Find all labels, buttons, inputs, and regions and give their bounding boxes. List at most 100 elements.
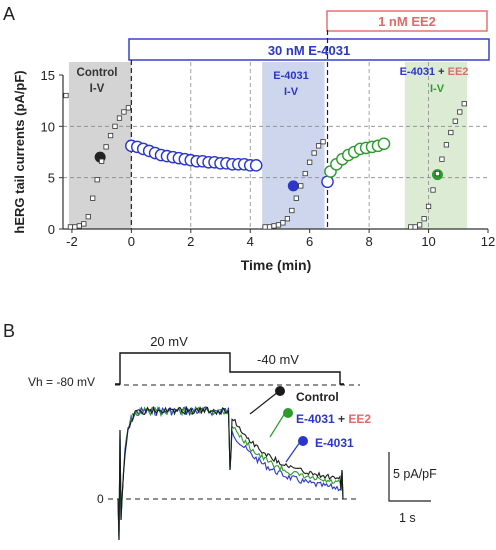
x-axis-title: Time (min) <box>241 257 312 273</box>
iv-point <box>315 143 322 149</box>
iv-point <box>298 183 304 189</box>
iv-point <box>430 187 436 193</box>
legend-combo-ee2: EE2 <box>348 412 371 426</box>
legend-e4031-marker <box>298 436 308 446</box>
x-tick-label: 12 <box>481 234 495 249</box>
iv-point <box>412 224 418 230</box>
iv-point <box>67 224 74 230</box>
e4031-region-iv: I-V <box>284 86 299 98</box>
legend-combo-marker <box>283 408 293 418</box>
control-region-iv: I-V <box>90 83 105 95</box>
trace-control <box>117 405 344 541</box>
iv-point <box>448 129 454 136</box>
e4031-shade <box>262 62 325 229</box>
iv-point <box>81 221 87 227</box>
iv-point <box>280 220 286 226</box>
scale-bar-x-label: 1 s <box>399 511 416 525</box>
iv-point <box>421 216 427 222</box>
iv-point <box>121 109 127 115</box>
y-tick-label: 0 <box>48 222 55 237</box>
iv-point <box>320 139 326 145</box>
panel-b-label: B <box>3 321 15 341</box>
holding-potential-label: Vh = -80 mV <box>28 375 95 389</box>
ee2-bar <box>326 10 488 32</box>
protocol-step1-label: 20 mV <box>150 334 188 349</box>
iv-point <box>461 101 467 107</box>
x-tick-label: -2 <box>66 234 78 249</box>
iv-point <box>408 224 414 230</box>
iv-point <box>311 150 317 156</box>
legend-combo-connector <box>269 412 286 438</box>
legend-e4031-label: E-4031 <box>315 436 354 450</box>
y-tick-label: 5 <box>48 171 55 186</box>
legend-control-connector <box>249 391 279 415</box>
iv-point <box>271 223 277 229</box>
iv-point <box>302 170 308 177</box>
y-tick-label: 10 <box>41 119 55 134</box>
timecourse-point <box>321 175 334 189</box>
combo-region-iv: I-V <box>430 83 445 95</box>
iv-point <box>457 109 463 115</box>
iv-point <box>125 105 131 111</box>
iv-point <box>99 158 105 164</box>
timecourse-point <box>249 159 263 172</box>
x-tick-label: 6 <box>306 234 313 249</box>
legend-control-marker <box>275 386 285 396</box>
iv-point <box>107 132 114 139</box>
protocol-step2-label: -40 mV <box>257 352 299 367</box>
drug-bar <box>128 38 490 61</box>
x-tick-label: 10 <box>421 234 435 249</box>
iv-point <box>307 159 313 165</box>
iv-point <box>452 118 458 124</box>
combo-drug-text: E-4031 <box>400 66 435 78</box>
iv-point <box>103 144 109 150</box>
iv-point <box>284 216 290 222</box>
iv-point <box>417 222 423 228</box>
drug-bar-label: 30 nM E-4031 <box>268 43 350 58</box>
iv-point <box>116 115 123 121</box>
iv-point <box>72 224 78 230</box>
x-tick-label: 8 <box>366 234 373 249</box>
x-tick-label: 2 <box>187 234 194 249</box>
scale-bar-y-label: 5 pA/pF <box>393 467 437 481</box>
iv-point <box>275 222 282 228</box>
iv-point <box>63 92 69 99</box>
summary-point <box>287 180 299 192</box>
legend-e4031-connector <box>285 441 301 463</box>
iv-point <box>293 195 299 201</box>
legend-combo-label: E-4031 + EE2 <box>296 412 371 426</box>
ee2-bar-label: 1 nM EE2 <box>378 14 436 29</box>
legend-control-label: Control <box>296 390 339 404</box>
voltage-protocol <box>115 352 344 385</box>
legend-combo-drug: E-4031 <box>296 412 335 426</box>
iv-point <box>90 195 96 201</box>
iv-point <box>425 203 432 210</box>
iv-point <box>94 177 100 183</box>
panel-a-label: A <box>3 4 15 24</box>
iv-point <box>76 223 82 229</box>
x-tick-label: 0 <box>128 234 135 249</box>
control-shade <box>68 62 132 229</box>
x-tick-label: 4 <box>247 234 254 249</box>
combo-region-label: E-4031 + EE2 <box>400 66 469 78</box>
e4031-region-label: E-4031 <box>273 70 308 82</box>
scale-bar <box>388 452 431 502</box>
iv-point <box>439 156 445 162</box>
zero-label: 0 <box>97 492 104 506</box>
y-tick-label: 15 <box>41 68 55 83</box>
iv-point <box>266 224 273 230</box>
timecourse-point <box>377 137 391 151</box>
iv-point <box>85 214 91 220</box>
iv-point <box>434 170 441 177</box>
y-axis-title: hERG tail currents (pA/pF) <box>12 70 27 233</box>
iv-point <box>289 207 295 214</box>
iv-point <box>443 142 449 148</box>
combo-shade <box>404 62 468 229</box>
combo-plus-text: + <box>435 66 448 78</box>
iv-point <box>112 123 118 129</box>
iv-point <box>262 224 268 230</box>
combo-ee2-text: EE2 <box>448 66 469 78</box>
legend-combo-plus: + <box>335 412 349 426</box>
control-region-label: Control <box>77 67 118 79</box>
